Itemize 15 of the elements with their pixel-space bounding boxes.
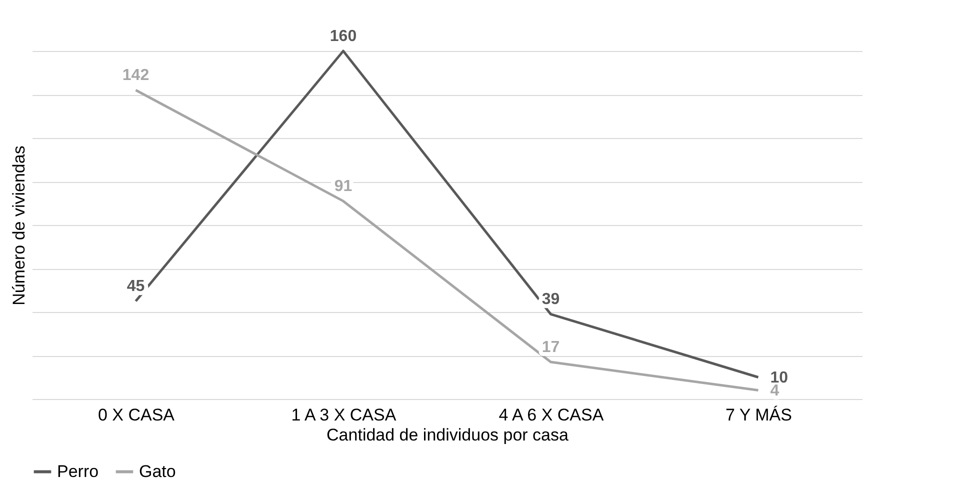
data-label: 39 — [542, 291, 560, 308]
legend-label: Gato — [139, 462, 176, 481]
data-label: 91 — [334, 178, 352, 196]
x-tick-label: 4 A 6 X CASA — [498, 406, 604, 424]
x-tick-label: 7 Y MÁS — [726, 406, 792, 424]
data-label: 45 — [126, 278, 145, 296]
data-label: 160 — [330, 28, 357, 45]
x-tick-label: 1 A 3 X CASA — [291, 406, 397, 424]
legend-label: Perro — [57, 462, 99, 481]
y-axis-title: Número de viviendas — [10, 146, 28, 306]
x-tick-label: 0 X CASA — [98, 406, 176, 424]
data-label: 4 — [770, 382, 780, 400]
x-axis-title: Cantidad de individuos por casa — [326, 426, 570, 444]
data-label: 17 — [542, 339, 560, 356]
data-label: 142 — [122, 67, 150, 84]
